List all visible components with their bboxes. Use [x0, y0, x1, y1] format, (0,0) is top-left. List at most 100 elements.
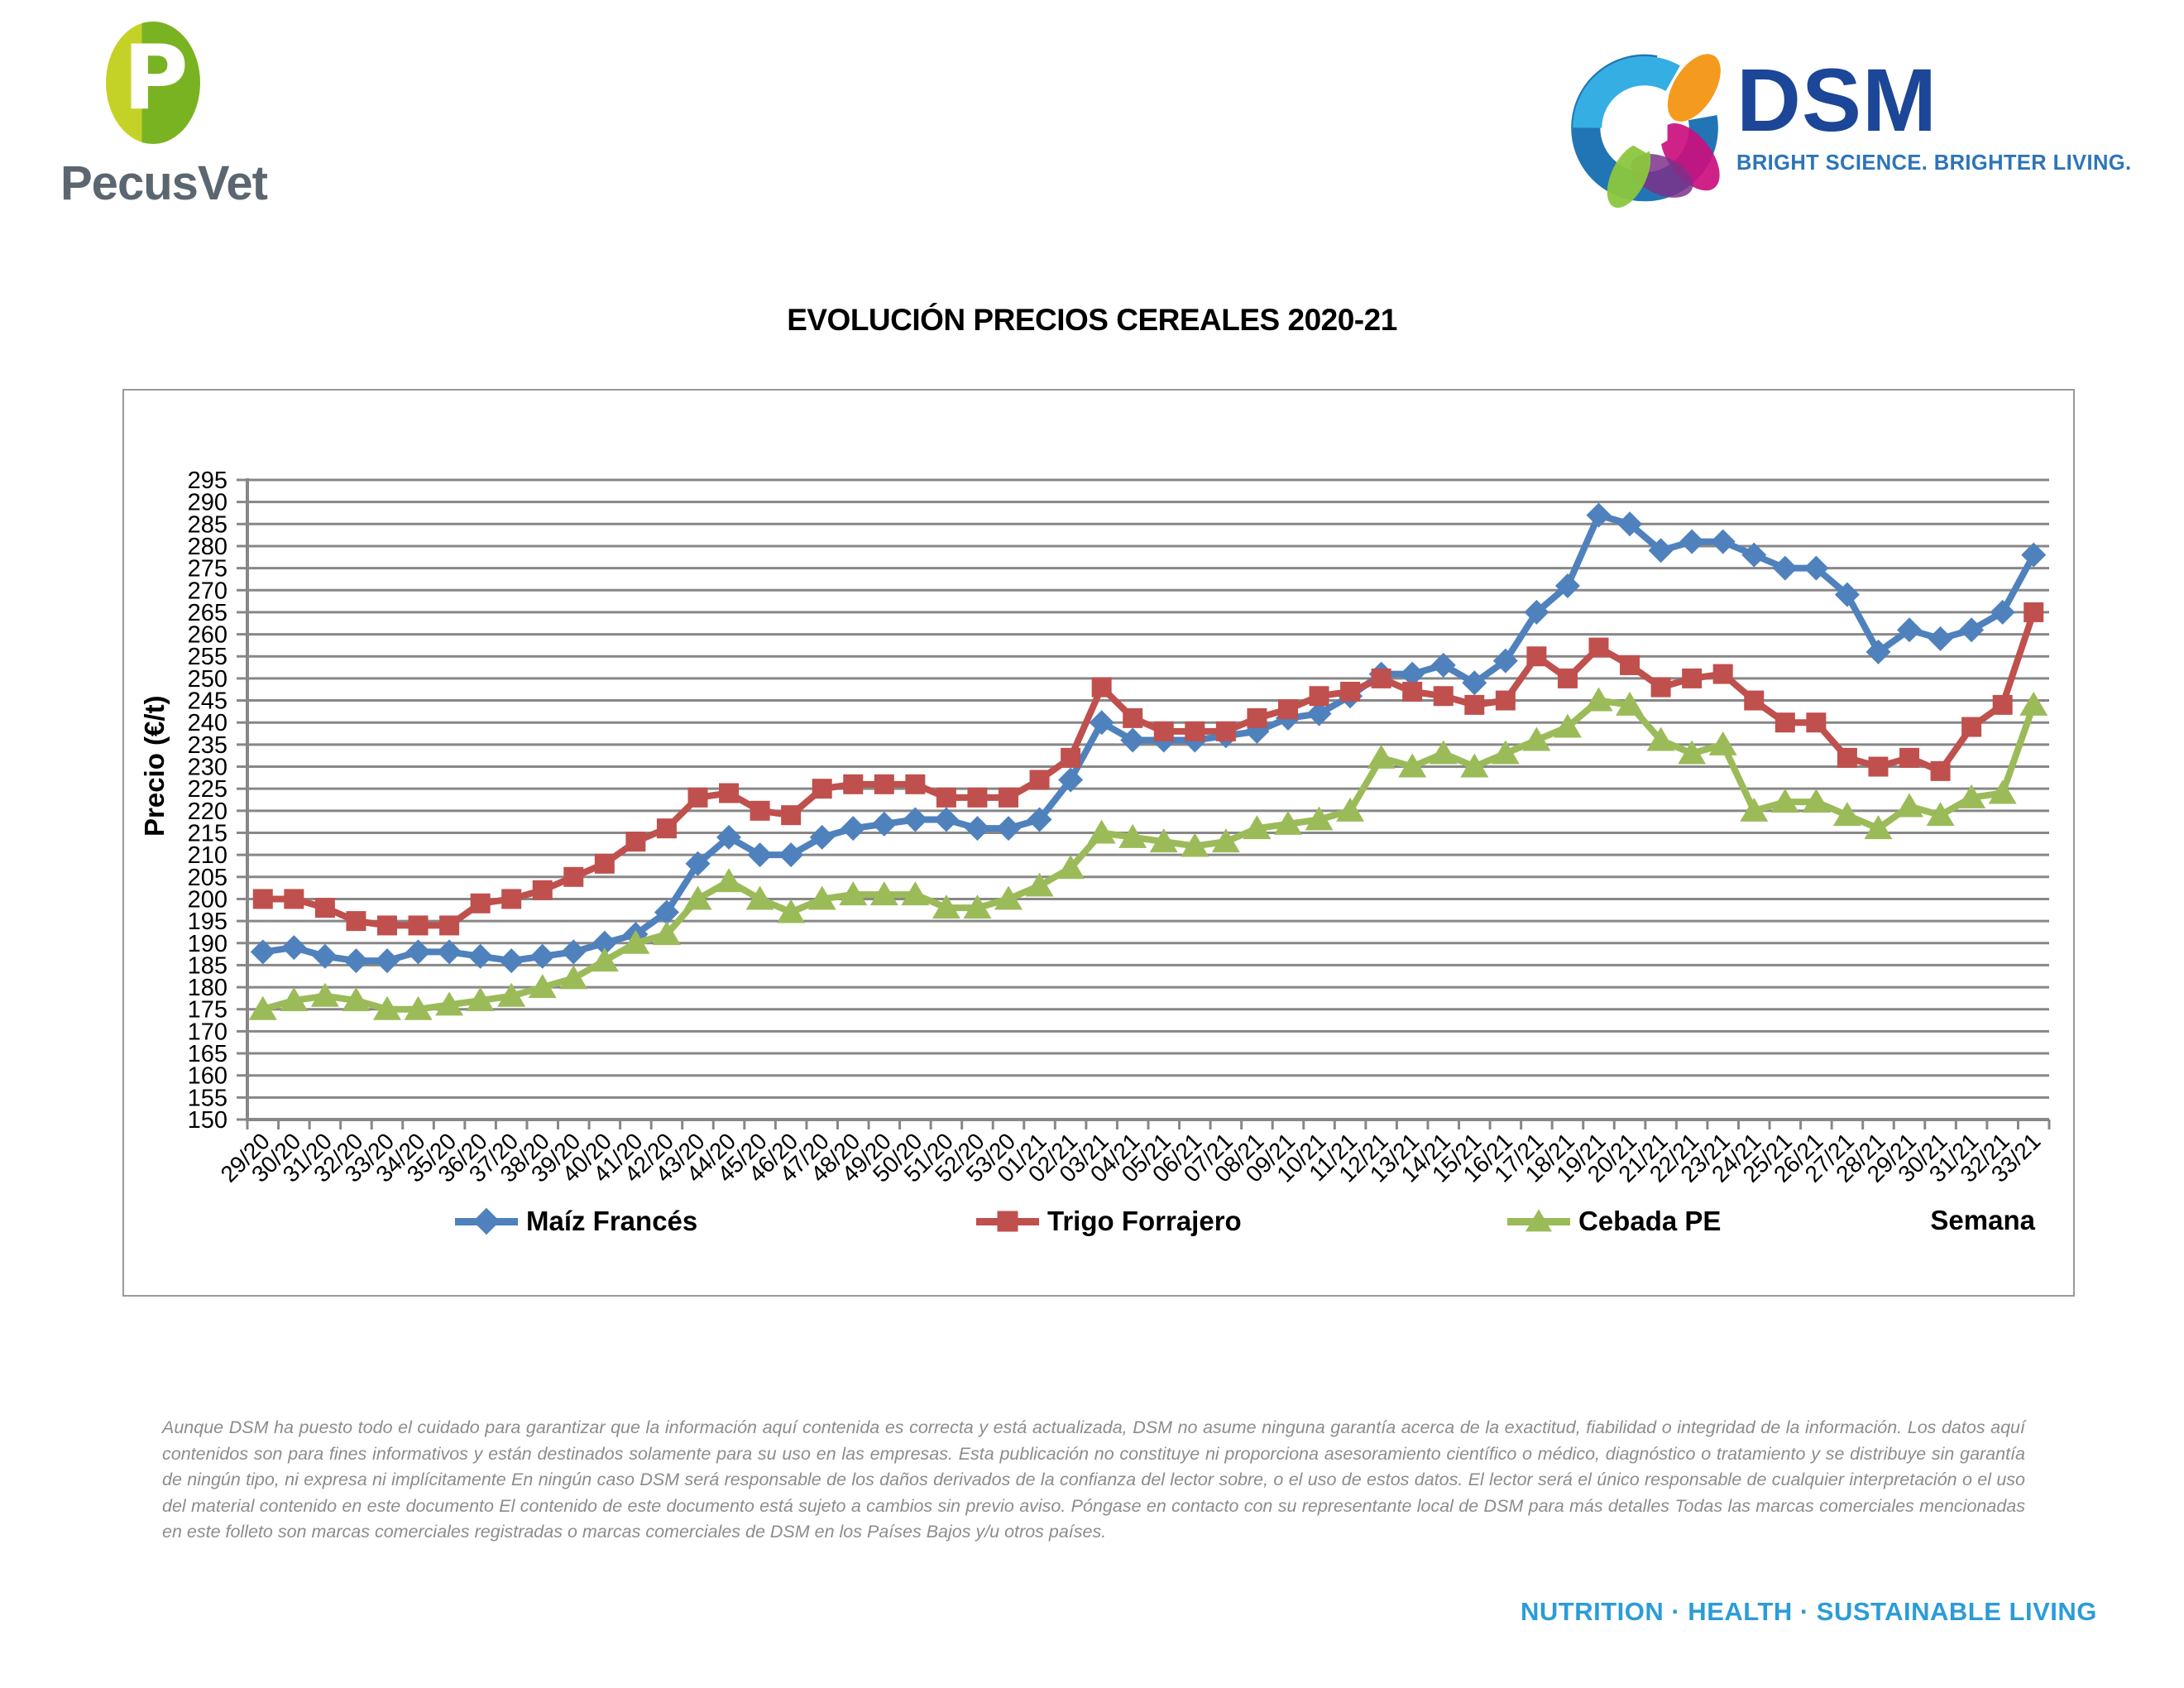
legend-item-0: Maíz Francés: [455, 1203, 697, 1240]
data-point: [248, 995, 277, 1020]
data-point: [281, 935, 307, 961]
svg-text:155: 155: [188, 1085, 228, 1111]
data-point: [1712, 664, 1733, 684]
data-point: [1620, 655, 1640, 675]
data-point: [437, 939, 462, 965]
legend-square-icon: [997, 1211, 1018, 1232]
y-axis-title: Precio (€/t): [139, 695, 170, 837]
data-point: [559, 965, 588, 990]
data-point: [1990, 599, 2015, 625]
data-point: [590, 947, 619, 972]
data-point: [1897, 617, 1923, 643]
data-point: [747, 842, 773, 868]
data-point: [1367, 744, 1396, 769]
pecusvet-logo: P PecusVet: [60, 22, 408, 211]
y-gridlines: [237, 478, 2049, 1121]
data-point: [466, 987, 495, 1012]
data-point: [1430, 652, 1456, 678]
data-point: [1741, 542, 1767, 568]
data-point: [1433, 686, 1454, 707]
data-point: [284, 889, 304, 909]
legend-label: Maíz Francés: [526, 1206, 698, 1236]
svg-text:235: 235: [188, 732, 228, 759]
svg-text:195: 195: [188, 909, 228, 935]
data-point: [685, 851, 711, 876]
svg-text:265: 265: [188, 600, 228, 626]
data-point: [1774, 712, 1795, 733]
data-point: [1371, 668, 1391, 688]
svg-text:220: 220: [188, 798, 228, 825]
legend-item-1: Trigo Forrajero: [976, 1203, 1242, 1240]
svg-text:240: 240: [188, 710, 228, 736]
data-point: [1586, 502, 1612, 528]
svg-text:150: 150: [188, 1107, 228, 1134]
data-point: [1025, 872, 1054, 897]
data-point: [1058, 767, 1084, 793]
data-point: [1554, 573, 1580, 598]
data-point: [1926, 802, 1955, 827]
data-point: [1309, 686, 1329, 707]
data-point: [2021, 542, 2047, 568]
data-point: [905, 774, 926, 794]
data-point: [1464, 694, 1485, 715]
data-point: [967, 787, 988, 808]
data-point: [1584, 687, 1613, 712]
svg-text:285: 285: [188, 511, 228, 538]
data-point: [592, 930, 617, 956]
chart-frame: 150 155 160 165 170 175 180 185 190 195 200 205 210 2…: [122, 389, 2075, 1297]
data-point: [1305, 806, 1334, 831]
legend-label: Trigo Forrajero: [1047, 1206, 1242, 1236]
data-point: [346, 911, 366, 932]
svg-text:270: 270: [188, 578, 228, 604]
data-point: [1557, 668, 1578, 688]
data-point: [1744, 690, 1765, 711]
dsm-tagline: BRIGHT SCIENCE. BRIGHTER LIVING.: [1736, 151, 2132, 175]
data-point: [1864, 815, 1893, 840]
data-point: [1526, 646, 1547, 667]
pecusvet-wordmark: PecusVet: [60, 156, 268, 210]
data-point: [1832, 802, 1861, 827]
data-point: [716, 824, 742, 850]
data-point: [1682, 668, 1703, 688]
dsm-logo: DSM BRIGHT SCIENCE. BRIGHTER LIVING.: [1566, 43, 2132, 213]
disclaimer-text: Aunque DSM ha puesto todo el cuidado par…: [162, 1417, 2025, 1542]
data-point: [1215, 721, 1236, 741]
data-point: [652, 921, 681, 946]
svg-text:255: 255: [188, 644, 228, 670]
data-point: [1679, 529, 1705, 554]
data-point: [1340, 681, 1361, 702]
data-point: [656, 818, 677, 839]
data-point: [1616, 691, 1645, 716]
data-point: [310, 982, 339, 1007]
data-point: [1837, 747, 1857, 768]
legend-line: [1507, 1209, 1570, 1232]
data-point: [1770, 789, 1799, 813]
data-point: [1492, 648, 1518, 674]
data-point: [1462, 670, 1487, 696]
data-point: [1211, 828, 1240, 853]
data-point: [807, 885, 836, 910]
data-point: [1029, 770, 1050, 790]
data-point: [1710, 529, 1736, 554]
data-point: [1930, 760, 1951, 781]
data-point: [499, 948, 524, 974]
data-point: [933, 807, 959, 832]
dsm-footer-tagline: NUTRITION · HEALTH · SUSTAINABLE LIVING: [1521, 1597, 2097, 1626]
data-point: [843, 774, 864, 794]
legend-diamond-icon: [472, 1207, 500, 1235]
data-point: [839, 881, 868, 906]
data-point: [1123, 707, 1143, 728]
data-point: [342, 987, 371, 1012]
x-axis-title: Semana: [1930, 1205, 2035, 1235]
svg-text:210: 210: [188, 842, 228, 869]
data-point: [936, 787, 956, 808]
data-point: [1961, 717, 1982, 737]
data-point: [750, 800, 770, 821]
data-point: [874, 774, 894, 794]
data-point: [1491, 740, 1520, 765]
chart-legend: Semana Maíz Francés Trigo Forrajero Cebada…: [124, 1203, 2073, 1244]
data-point: [467, 943, 493, 969]
data-point: [1928, 626, 1953, 651]
svg-text:275: 275: [188, 556, 228, 583]
data-point: [841, 816, 866, 842]
